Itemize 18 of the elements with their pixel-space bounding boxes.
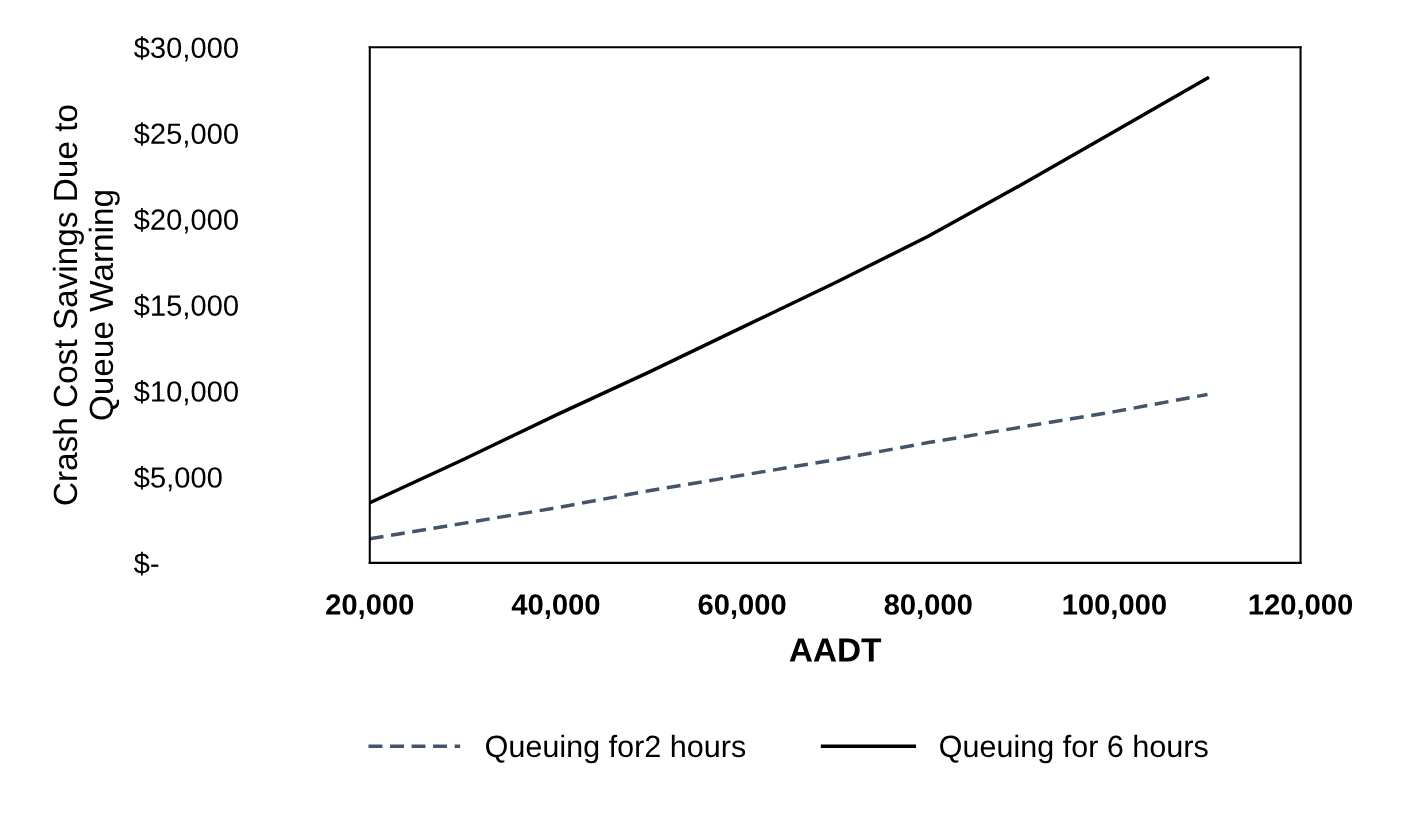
y-tick-label: $20,000 bbox=[133, 208, 238, 234]
y-tick-label: $10,000 bbox=[133, 379, 238, 406]
y-tick-label: $30,000 bbox=[133, 36, 238, 62]
x-tick-label: 80,000 bbox=[884, 594, 972, 620]
y-tick-label: $5,000 bbox=[133, 465, 222, 492]
legend-label: Queuing for 6 hours bbox=[940, 734, 1208, 764]
x-axis-title: AADT bbox=[789, 638, 882, 662]
legend-label: Queuing for2 hours bbox=[486, 734, 746, 764]
y-axis-title: Crash Cost Savings Due to Queue Warning bbox=[52, 105, 120, 505]
y-tick-label: $15,000 bbox=[133, 294, 238, 320]
y-tick-label: $- bbox=[133, 551, 159, 576]
y-tick-label: $25,000 bbox=[133, 122, 238, 148]
line-series bbox=[369, 392, 1210, 541]
x-tick-label: 40,000 bbox=[511, 594, 600, 620]
x-tick-label: 60,000 bbox=[698, 594, 786, 620]
x-tick-label: 20,000 bbox=[326, 594, 414, 620]
x-tick-label: 120,000 bbox=[1249, 594, 1353, 620]
x-tick-label: 100,000 bbox=[1063, 594, 1166, 620]
